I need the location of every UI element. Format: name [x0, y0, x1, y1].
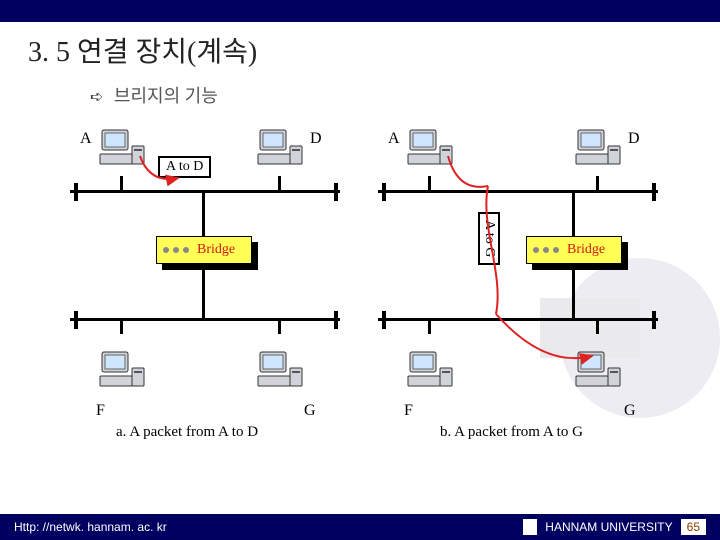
footer-bar: Http: //netwk. hannam. ac. kr HANNAM UNI…	[0, 514, 720, 540]
pc-label: D	[628, 130, 640, 148]
pc-label: G	[624, 402, 636, 420]
footer-university: HANNAM UNIVERSITY	[545, 520, 672, 534]
page-number: 65	[681, 519, 706, 535]
pc-label: F	[404, 402, 413, 420]
panel-b: A D F G Bridge A to G b. A packet from A…	[368, 108, 668, 448]
pc-label: F	[96, 402, 105, 420]
footer-url: Http: //netwk. hannam. ac. kr	[14, 520, 167, 534]
slide-title: 3. 5 연결 장치(계속)	[0, 22, 720, 78]
pc-label: A	[388, 130, 400, 148]
pc-label: A	[80, 130, 92, 148]
top-bar	[0, 0, 720, 22]
diagram: A D F G Bridge A to D a. A packet from A…	[0, 108, 720, 468]
panel-a: A D F G Bridge A to D a. A packet from A…	[60, 108, 350, 448]
panel-caption: b. A packet from A to G	[440, 424, 583, 441]
slide-subtitle-row: ➪ 브리지의 기능	[0, 78, 720, 108]
pc-icon	[256, 350, 304, 390]
panel-caption: a. A packet from A to D	[116, 424, 258, 441]
bridge-device: Bridge	[156, 236, 252, 264]
packet-path	[130, 146, 188, 188]
pc-icon	[256, 128, 304, 168]
pc-label: G	[304, 402, 316, 420]
bridge-label: Bridge	[197, 242, 235, 258]
slide-subtitle: 브리지의 기능	[114, 86, 218, 106]
university-shield-icon	[523, 519, 537, 535]
packet-path	[438, 146, 602, 366]
pc-label: D	[310, 130, 322, 148]
pc-icon	[98, 350, 146, 390]
bullet-arrow-icon: ➪	[90, 87, 103, 107]
